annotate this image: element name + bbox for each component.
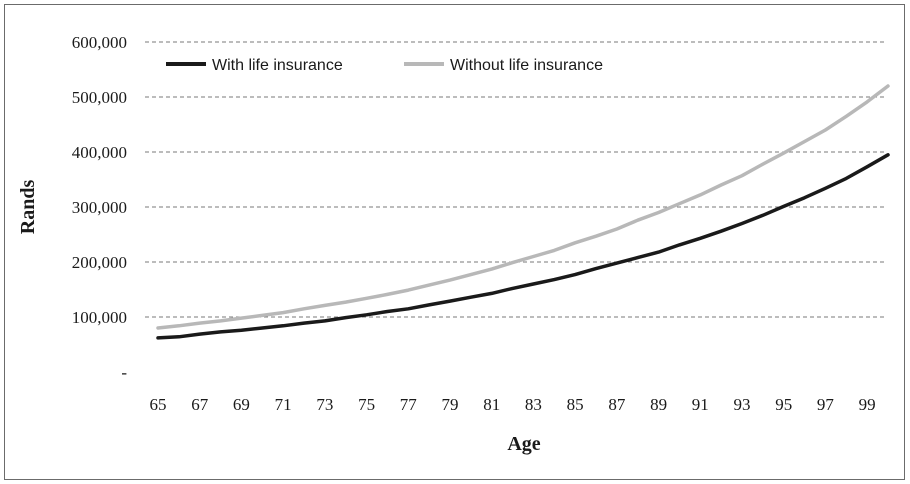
x-tick-label: 77 [400,395,418,414]
x-tick-label: 79 [442,395,459,414]
x-tick-label: 91 [692,395,709,414]
x-tick-label: 95 [775,395,792,414]
x-tick-label: 97 [817,395,835,414]
x-tick-label: 69 [233,395,250,414]
x-tick-label: 71 [275,395,292,414]
y-tick-label: - [121,363,127,382]
legend-label-without-life-insurance: Without life insurance [450,57,603,74]
legend: With life insurance Without life insuran… [166,57,603,74]
series-line-with-life-insurance [156,153,890,340]
x-tick-label: 67 [191,395,209,414]
x-tick-label: 85 [567,395,584,414]
y-axis-title: Rands [17,180,39,235]
y-tick-label: 300,000 [72,198,127,217]
x-tick-label: 65 [150,395,167,414]
x-tick-label: 83 [525,395,542,414]
y-tick-label: 200,000 [72,253,127,272]
x-tick-label: 75 [358,395,375,414]
x-axis-title: Age [507,433,540,455]
gridlines [145,41,885,318]
series-lines [156,84,890,340]
x-tick-label: 93 [734,395,751,414]
x-tick-label: 99 [859,395,876,414]
x-tick-label: 81 [483,395,500,414]
chart-frame [4,4,905,480]
x-tick-label: 89 [650,395,667,414]
x-axis: 65 67 69 71 73 75 77 79 81 83 85 87 89 91 93 95 97 99 [150,395,876,414]
y-tick-label: 400,000 [72,143,127,162]
y-tick-label: 500,000 [72,88,127,107]
x-tick-label: 87 [608,395,626,414]
series-line-without-life-insurance [156,84,890,330]
y-axis: - 100,000 200,000 300,000 400,000 500,000 600,… [72,33,128,382]
y-tick-label: 100,000 [72,308,127,327]
legend-label-with-life-insurance: With life insurance [212,57,343,74]
x-tick-label: 73 [316,395,333,414]
y-tick-label: 600,000 [72,33,127,52]
